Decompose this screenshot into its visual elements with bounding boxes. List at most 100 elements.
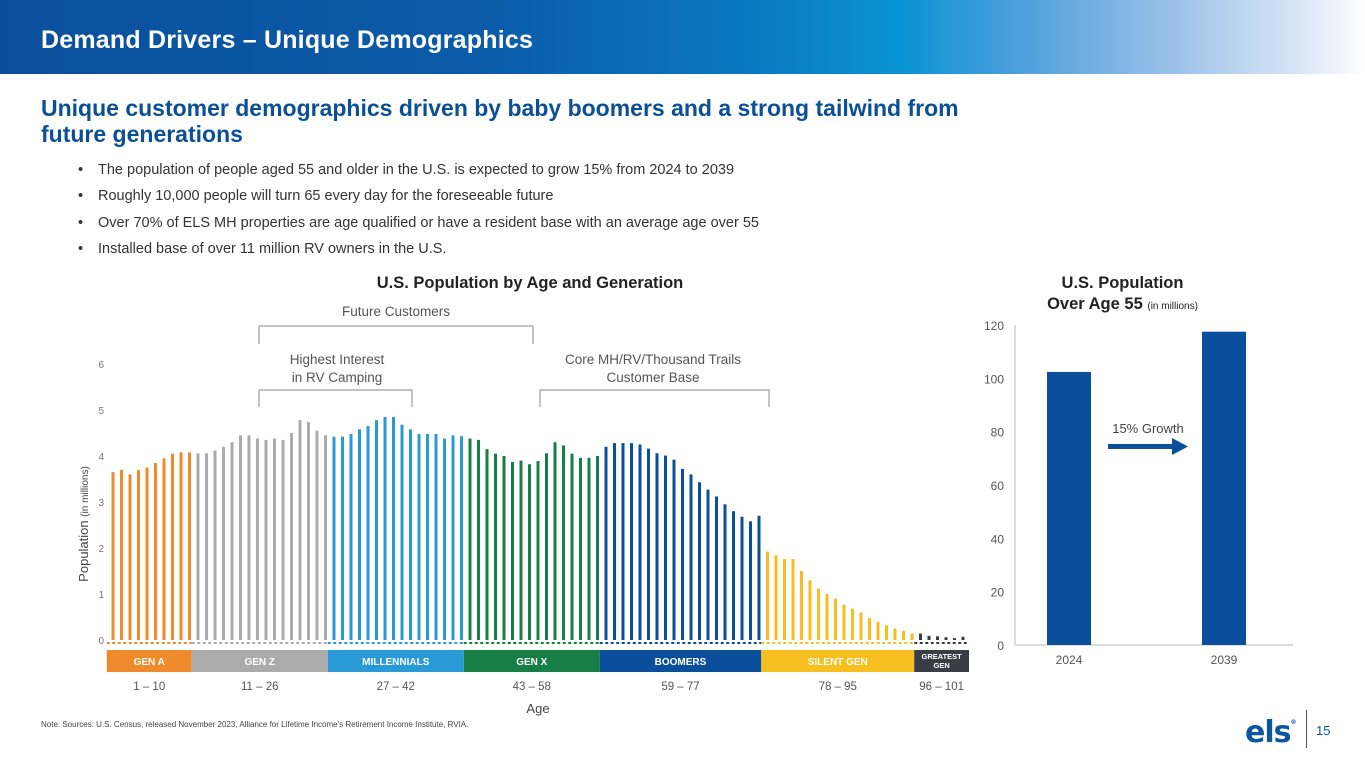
over55-title-line1: U.S. Population	[1061, 274, 1184, 292]
age-bar	[783, 559, 786, 640]
rv-interest-label: in RV Camping	[292, 370, 383, 385]
age-bar	[885, 625, 888, 640]
age-bar	[341, 436, 344, 640]
age-bar	[358, 429, 361, 640]
generation-band-segment	[761, 650, 915, 672]
generation-band-segment	[191, 650, 328, 672]
age-bar	[443, 438, 446, 640]
generation-band-segment	[106, 650, 192, 672]
generation-label: GEN	[933, 661, 949, 670]
age-bar	[953, 638, 956, 640]
y-tick-label: 80	[991, 426, 1005, 440]
y-tick-label: 0	[997, 639, 1004, 653]
page-number: 15	[1316, 723, 1331, 738]
age-bar	[290, 433, 293, 640]
age-bar	[596, 456, 599, 640]
age-bar	[910, 633, 914, 640]
age-bar	[137, 469, 140, 640]
over55-title-unit: (in millions)	[1147, 301, 1198, 312]
over55-chart-bars: 2024 2039	[1047, 331, 1246, 667]
age-bar	[936, 636, 939, 640]
age-bar	[842, 604, 846, 640]
age-bar	[383, 416, 387, 640]
age-chart-title: U.S. Population by Age and Generation	[376, 274, 684, 292]
age-bar	[774, 555, 778, 640]
y-tick-label: 4	[98, 452, 104, 463]
generation-label: MILLENNIALS	[362, 657, 430, 668]
growth-label: 15% Growth	[1112, 421, 1184, 436]
source-note: Note: Sources: U.S. Census, released Nov…	[41, 720, 469, 729]
generation-band: GEN A 1 – 10 GEN Z 11 – 26 MILLENNIALS 27 – 4…	[106, 642, 969, 693]
age-bar	[375, 420, 378, 640]
x-tick-label: 2039	[1211, 653, 1238, 667]
age-bar	[757, 515, 761, 640]
age-bar	[553, 442, 557, 640]
age-bar	[672, 459, 676, 640]
age-bar	[868, 617, 871, 640]
age-bar	[247, 435, 251, 640]
registered-mark: ®	[1290, 719, 1297, 726]
age-bar	[817, 588, 820, 640]
bullet-list: The population of people aged 55 and old…	[76, 160, 759, 265]
age-bar	[451, 435, 455, 640]
age-bar	[834, 598, 837, 640]
age-bar	[800, 571, 803, 640]
age-bar	[876, 621, 880, 640]
age-bar	[366, 426, 370, 640]
age-bar	[519, 460, 523, 640]
y-tick-label: 3	[98, 498, 104, 509]
y-label-unit: (in millions)	[80, 466, 91, 517]
age-bar	[630, 443, 633, 640]
age-bar	[689, 474, 693, 640]
age-bar	[638, 444, 642, 640]
future-customers-bracket	[258, 325, 534, 344]
age-bar	[494, 453, 497, 640]
y-tick-label: 0	[98, 636, 104, 647]
age-bar	[536, 461, 540, 640]
age-bar	[400, 424, 404, 640]
age-bar	[213, 450, 217, 640]
over55-title-line2-wrap: Over Age 55 (in millions)	[1000, 295, 1245, 314]
age-bar	[222, 446, 225, 640]
age-bar	[179, 452, 183, 640]
age-bar	[230, 442, 234, 640]
age-bar	[570, 453, 574, 640]
generation-label: GEN A	[134, 657, 165, 668]
age-bar	[477, 439, 480, 640]
bullet-item: The population of people aged 55 and old…	[76, 160, 759, 186]
age-bar	[273, 438, 276, 640]
age-bar	[264, 439, 268, 640]
logo-text: els	[1245, 715, 1291, 750]
age-bar	[298, 420, 302, 640]
over55-bar	[1047, 371, 1091, 645]
age-bar	[426, 433, 429, 640]
age-bar	[154, 462, 157, 640]
footer-divider	[1306, 710, 1307, 748]
bullet-item: Roughly 10,000 people will turn 65 every…	[76, 186, 759, 212]
age-chart-bars	[111, 416, 965, 640]
age-bar	[732, 511, 735, 640]
age-chart-y-label: Population (in millions)	[76, 466, 91, 582]
age-bar	[851, 608, 854, 640]
age-chart-y-axis: 0 1 2 3 4 5 6	[98, 360, 104, 647]
age-bar	[188, 452, 191, 640]
age-bar	[766, 551, 769, 640]
age-chart-annotations: Future Customers Highest Interest in RV Ca…	[258, 304, 770, 407]
x-tick-label: 2024	[1056, 653, 1083, 667]
age-bar	[485, 449, 489, 640]
age-bar	[417, 433, 421, 640]
y-label-main: Population	[76, 520, 91, 581]
age-bar	[613, 443, 616, 640]
age-bar	[893, 628, 897, 640]
generation-band-segment	[463, 650, 600, 672]
bullet-item: Over 70% of ELS MH properties are age qu…	[76, 213, 759, 239]
age-bar	[808, 580, 812, 640]
generation-age-range: 59 – 77	[661, 681, 699, 693]
age-bar	[162, 458, 166, 640]
age-bar	[825, 594, 829, 640]
age-bar	[740, 516, 744, 640]
age-bar	[621, 443, 625, 640]
slide-subtitle: Unique customer demographics driven by b…	[41, 95, 959, 147]
